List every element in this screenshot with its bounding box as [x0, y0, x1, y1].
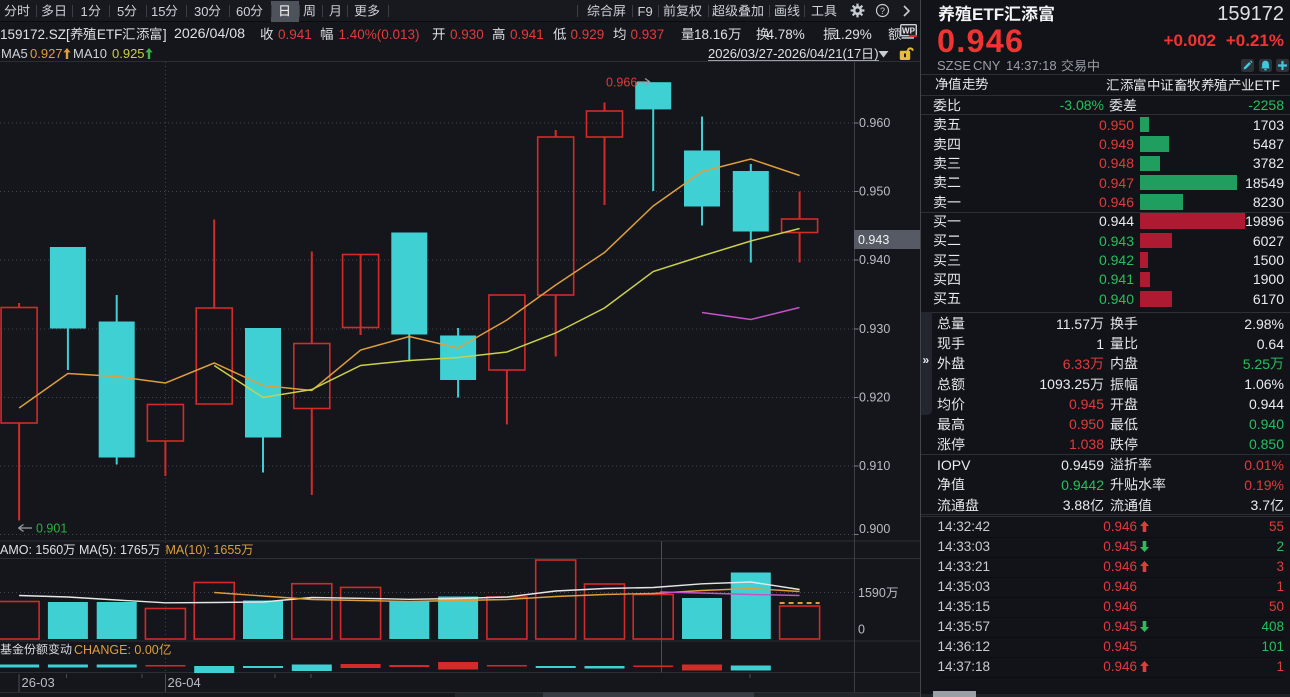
svg-text:0.950: 0.950 [859, 185, 890, 199]
svg-text:0.900: 0.900 [859, 522, 890, 536]
svg-text:0.960: 0.960 [859, 116, 890, 130]
svg-text:0.966: 0.966 [606, 76, 637, 90]
svg-text:0.940: 0.940 [859, 253, 890, 267]
svg-text:0: 0 [858, 623, 865, 637]
svg-text:0.930: 0.930 [859, 322, 890, 336]
svg-text:0.920: 0.920 [859, 391, 890, 405]
svg-text:26-03: 26-03 [22, 675, 55, 690]
svg-text:0.901: 0.901 [36, 522, 67, 536]
svg-text:26-04: 26-04 [168, 675, 201, 690]
svg-text:0.910: 0.910 [859, 459, 890, 473]
svg-text:?: ? [880, 6, 885, 16]
svg-text:WP: WP [902, 26, 916, 35]
svg-text:0.943: 0.943 [858, 233, 889, 247]
